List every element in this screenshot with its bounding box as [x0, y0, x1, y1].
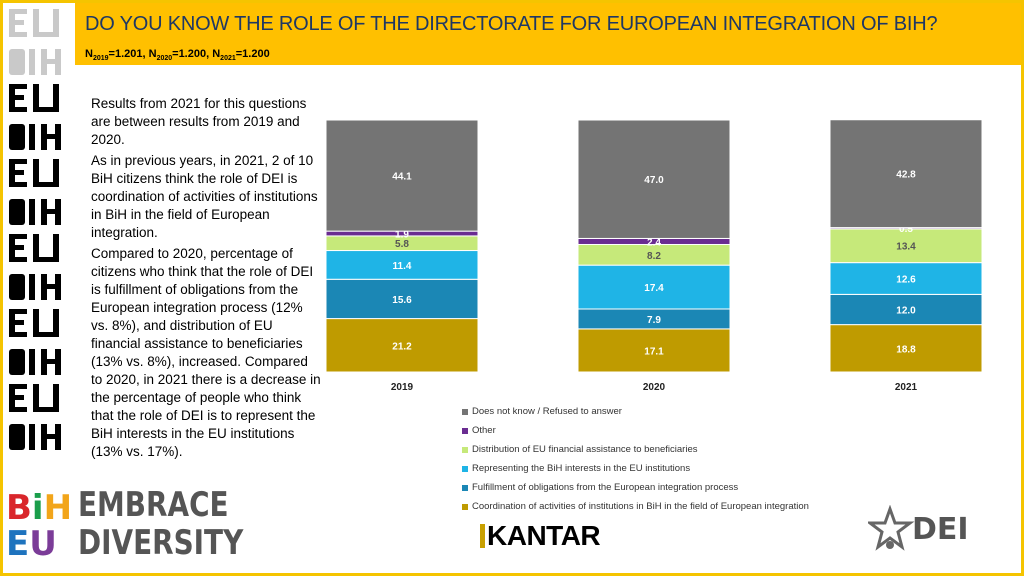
legend-item: Distribution of EU financial assistance … — [462, 440, 809, 459]
dei-logo: DEI — [865, 504, 988, 555]
embrace-diversity-logo: BiH EU EMBRACE DIVERSITY — [6, 486, 246, 570]
legend-label: Does not know / Refused to answer — [472, 406, 622, 417]
data-label-2021-4: 0.5 — [899, 224, 913, 235]
summary-paragraph-3: Compared to 2020, percentage of citizens… — [91, 246, 321, 459]
sample-2021: N2021=1.200 — [212, 48, 270, 63]
summary-paragraph-2: As in previous years, in 2021, 2 of 10 B… — [91, 153, 318, 240]
legend-label: Other — [472, 425, 496, 436]
legend-swatch — [462, 427, 468, 434]
kantar-mark-icon — [480, 524, 485, 548]
data-label-2019-0: 21.2 — [392, 341, 412, 352]
data-label-2019-5: 44.1 — [392, 172, 412, 183]
legend-swatch — [462, 503, 468, 510]
legend-item: Fulfillment of obligations from the Euro… — [462, 478, 809, 497]
sample-2020: N2020=1.200, — [148, 48, 213, 63]
legend-label: Representing the BiH interests in the EU… — [472, 463, 691, 474]
data-label-2019-1: 15.6 — [392, 295, 412, 306]
bih-eu-logo-icon: BiH EU — [6, 488, 73, 564]
legend-item: Coordination of activities of institutio… — [462, 497, 809, 516]
data-label-2020-2: 17.4 — [644, 283, 664, 294]
legend-swatch — [462, 408, 468, 415]
data-label-2020-4: 2.4 — [647, 237, 661, 248]
bar-segment-2021-1 — [829, 293, 983, 326]
page-title: DO YOU KNOW THE ROLE OF THE DIRECTORATE … — [85, 13, 938, 35]
summary-paragraph-1: Results from 2021 for this questions are… — [91, 96, 307, 147]
sample-2019: N2019=1.201, — [85, 48, 149, 63]
bar-segment-2021-2 — [829, 262, 983, 295]
sample-size: N2019=1.201, N2020=1.200, N2021=1.200 — [85, 48, 270, 62]
data-label-2021-3: 13.4 — [896, 242, 916, 253]
summary-text: Results from 2021 for this questions are… — [91, 95, 321, 464]
legend-item: Does not know / Refused to answer — [462, 402, 809, 421]
data-label-2019-3: 5.8 — [395, 239, 409, 250]
kantar-logo: KANTAR — [480, 520, 601, 552]
chart-legend: Does not know / Refused to answer Other Di… — [462, 402, 809, 516]
legend-label: Coordination of activities of institutio… — [472, 501, 809, 512]
data-label-2020-5: 47.0 — [644, 175, 664, 186]
bar-segment-2019-2 — [325, 250, 479, 280]
header-bar: DO YOU KNOW THE ROLE OF THE DIRECTORATE … — [75, 3, 1021, 65]
bar-segment-2020-5 — [577, 119, 731, 239]
data-label-2021-1: 12.0 — [896, 306, 916, 317]
data-label-2021-5: 42.8 — [896, 170, 916, 181]
data-label-2019-4: 1.9 — [395, 230, 409, 241]
svg-text:DEI: DEI — [912, 512, 969, 547]
legend-label: Fulfillment of obligations from the Euro… — [472, 482, 739, 493]
decorative-logo-strip — [3, 3, 71, 485]
bar-segment-2020-0 — [577, 328, 731, 373]
legend-swatch — [462, 484, 468, 491]
data-label-2020-1: 7.9 — [647, 315, 661, 326]
category-label-2020: 2020 — [643, 382, 666, 393]
category-label-2021: 2021 — [895, 382, 918, 393]
stacked-bar-chart: 21.2 15.6 11.4 5.81.9 44.1 2019 17.1 7.9 17.4 8.2… — [325, 119, 983, 393]
bar-segment-2019-0 — [325, 318, 479, 373]
data-label-2020-0: 17.1 — [644, 346, 664, 357]
bar-segment-2021-3 — [829, 228, 983, 264]
embrace-diversity-text: EMBRACE DIVERSITY — [78, 485, 244, 563]
data-label-2019-2: 11.4 — [393, 261, 412, 272]
legend-item: Other — [462, 421, 809, 440]
dei-star-icon: DEI — [865, 504, 969, 551]
legend-item: Representing the BiH interests in the EU… — [462, 459, 809, 478]
bar-segment-2019-5 — [325, 119, 479, 232]
legend-swatch — [462, 446, 468, 453]
bar-segment-2021-5 — [829, 119, 983, 229]
legend-label: Distribution of EU financial assistance … — [472, 444, 698, 455]
data-label-2020-3: 8.2 — [647, 251, 661, 262]
decorative-pattern-icon — [9, 9, 61, 450]
legend-swatch — [462, 465, 468, 472]
data-label-2021-0: 18.8 — [896, 344, 916, 355]
data-label-2021-2: 12.6 — [896, 275, 916, 286]
category-label-2019: 2019 — [391, 382, 414, 393]
bar-segment-2021-0 — [829, 324, 983, 373]
